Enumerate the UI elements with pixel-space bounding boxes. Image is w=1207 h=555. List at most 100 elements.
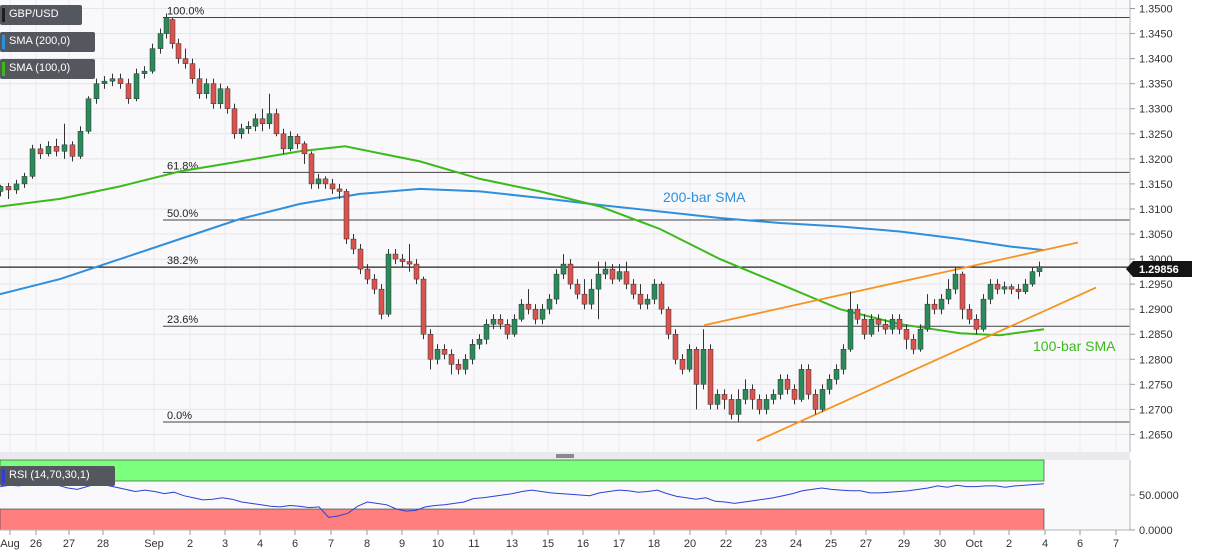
candle-down [679, 359, 686, 370]
legend-item-sma100[interactable]: SMA (100,0) [0, 59, 95, 79]
candle-down [966, 308, 973, 320]
x-tick-label: 2 [1006, 538, 1012, 550]
candle-down [931, 303, 938, 310]
y-tick-label: 1.2700 [1139, 404, 1173, 416]
candle-down [854, 308, 861, 320]
legend-label-sma100: SMA (100,0) [9, 62, 71, 74]
y-tick-label: 1.3400 [1139, 54, 1173, 66]
candle-up [742, 389, 749, 400]
candle-down [196, 78, 203, 94]
legend-item-gbpusd[interactable]: GBP/USD [0, 5, 82, 25]
candle-down [53, 146, 60, 152]
candle-down [910, 339, 917, 350]
candle-down [882, 323, 889, 330]
fib-label: 50.0% [167, 208, 198, 220]
candle-down [329, 183, 336, 190]
candle-down [350, 238, 357, 250]
x-tick-label: 29 [898, 538, 910, 550]
pane-resize-handle-icon[interactable] [556, 454, 574, 458]
candle-down [959, 273, 966, 310]
candle-up [700, 349, 707, 385]
candle-down [420, 278, 427, 335]
candle-up [141, 70, 148, 74]
candle-down [812, 394, 819, 410]
candle-down [280, 133, 287, 150]
candle-up [266, 113, 273, 125]
candle-up [595, 273, 602, 290]
x-tick-label: Oct [965, 538, 982, 550]
candle-up [149, 48, 156, 72]
x-tick-label: 30 [934, 538, 946, 550]
candle-down [210, 83, 217, 104]
candle-down [378, 288, 385, 315]
candle-up [85, 98, 92, 132]
candle-down [903, 328, 910, 340]
candle-down [413, 263, 420, 280]
x-tick-label: 28 [97, 538, 109, 550]
price-pane [0, 0, 1130, 452]
x-tick-label: 3 [222, 538, 228, 550]
x-tick-label: Aug [0, 538, 20, 550]
candle-down [273, 113, 280, 135]
candle-up [777, 379, 784, 395]
candle-up [553, 273, 560, 300]
candle-down [448, 354, 455, 365]
fib-label: 23.6% [167, 314, 198, 326]
candle-up [490, 318, 497, 325]
candle-up [61, 144, 68, 152]
candle-down [231, 108, 238, 135]
rsi-legend[interactable]: RSI (14,70,30,1) [0, 466, 115, 486]
candle-up [539, 308, 546, 320]
candle-up [476, 339, 483, 345]
candle-up [987, 283, 994, 300]
rsi-oversold-zone [0, 508, 1045, 531]
x-tick-label: 9 [399, 538, 405, 550]
candle-up [203, 83, 210, 94]
x-tick-label: 4 [1042, 538, 1048, 550]
candle-down [721, 394, 728, 400]
x-tick-label: 26 [30, 538, 42, 550]
candle-up [29, 148, 36, 177]
candle-down [427, 333, 434, 360]
candle-up [483, 323, 490, 340]
x-tick-label: Sep [144, 538, 164, 550]
candle-up [238, 128, 245, 135]
y-tick-label: 1.3450 [1139, 29, 1173, 41]
channel-upper-line [703, 241, 1079, 327]
fib-label: 38.2% [167, 255, 198, 267]
x-tick-label: 27 [63, 538, 75, 550]
candle-down [399, 258, 406, 262]
candle-up [616, 271, 623, 280]
candle-down [609, 268, 616, 280]
rsi-tick-label: 50.0000 [1139, 490, 1179, 502]
candle-up [833, 369, 840, 380]
legend-item-sma200[interactable]: SMA (200,0) [0, 32, 95, 52]
y-tick-label: 1.3250 [1139, 129, 1173, 141]
candle-down [294, 136, 301, 145]
candle-up [1036, 266, 1043, 272]
rsi-tick-label: 0.0000 [1139, 525, 1173, 537]
candle-up [45, 146, 52, 155]
candle-up [511, 318, 518, 335]
candle-down [301, 143, 308, 155]
candle-down [973, 318, 980, 330]
candle-down [364, 268, 371, 280]
x-tick-label: 7 [328, 538, 334, 550]
candle-up [602, 268, 609, 275]
candle-down [805, 369, 812, 395]
candle-down [259, 118, 266, 125]
rsi-overbought-zone [0, 459, 1045, 482]
fibonacci-levels: 100.0%61.8%50.0%38.2%23.6%0.0% [0, 6, 1130, 423]
candle-down [581, 293, 588, 305]
candle-up [546, 298, 553, 310]
candle-up [217, 88, 224, 104]
legend-label-sma200: SMA (200,0) [9, 35, 71, 47]
x-tick-label: 27 [860, 538, 872, 550]
candle-down [5, 186, 12, 191]
x-tick-label: 23 [755, 538, 767, 550]
y-tick-label: 1.2950 [1139, 279, 1173, 291]
y-tick-label: 1.3300 [1139, 104, 1173, 116]
x-tick-label: 2 [187, 538, 193, 550]
x-tick-label: 8 [364, 538, 370, 550]
candle-down [224, 88, 231, 109]
